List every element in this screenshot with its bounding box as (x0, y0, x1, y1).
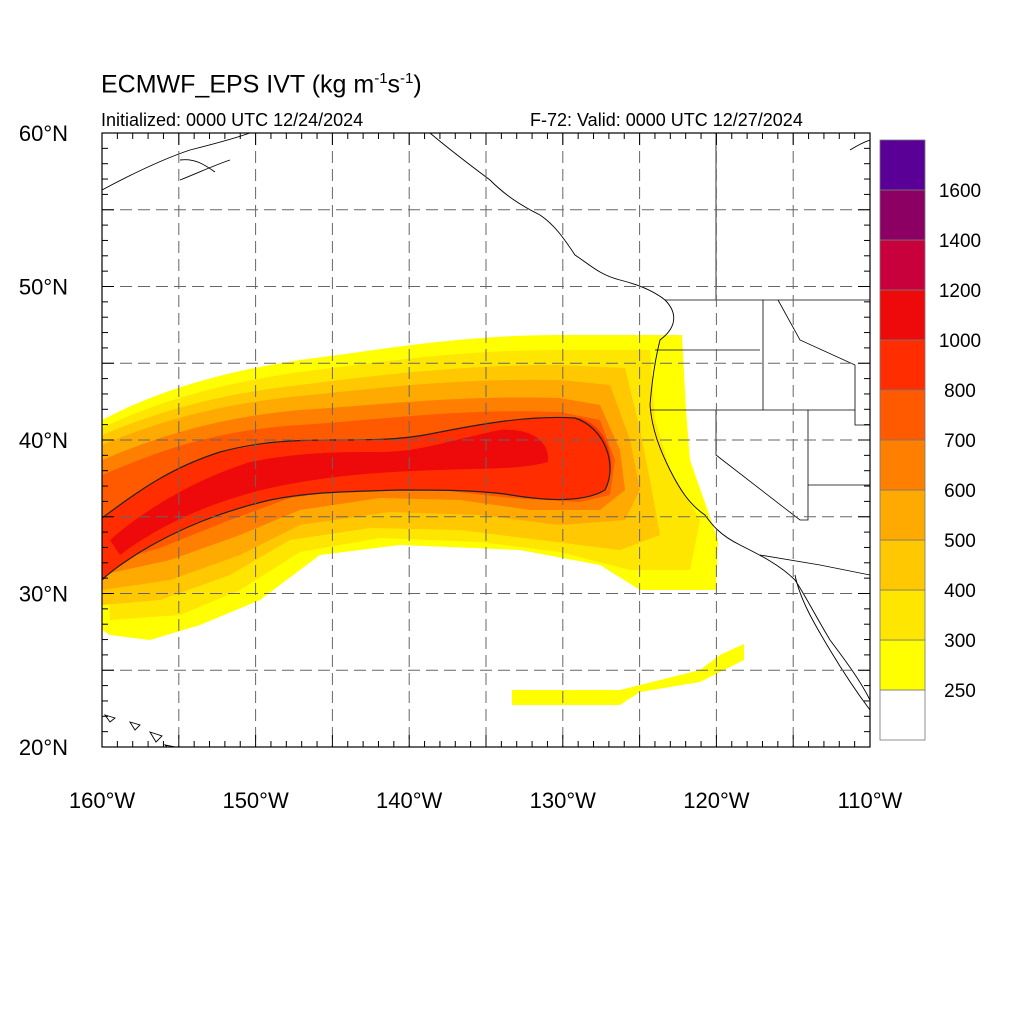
colorbar-label: 300 (944, 631, 976, 652)
colorbar-label: 500 (944, 531, 976, 552)
colorbar-label: 800 (944, 381, 976, 402)
title-sup2: -1 (400, 70, 414, 87)
colorbar-label: 1600 (939, 181, 981, 202)
colorbar-label: 1200 (939, 281, 981, 302)
lat-tick-label: 50°N (19, 275, 68, 300)
us-mexico-border (759, 554, 870, 576)
lat-tick-label: 60°N (19, 121, 68, 146)
north-america-coast (429, 133, 870, 701)
lon-tick-label: 150°W (222, 788, 289, 813)
lon-tick-label: 110°W (838, 788, 903, 813)
colorbar-swatch (879, 339, 926, 391)
lat-tick-label: 30°N (19, 582, 68, 607)
colorbar-swatch (879, 689, 926, 741)
colorbar-label: 1400 (939, 231, 981, 252)
hawaii-1 (103, 714, 116, 723)
map-grid (102, 133, 870, 747)
kodiak-island (179, 159, 216, 173)
colorbar-label: 250 (944, 681, 976, 702)
colorbar-swatch (879, 489, 926, 541)
hawaii-2 (128, 721, 141, 731)
title-mid: s (387, 70, 401, 99)
lat-tick-label: 20°N (19, 735, 68, 760)
title-sup1: -1 (374, 70, 388, 87)
chart-title: ECMWF_EPS IVT (kg m-1s-1) (101, 70, 422, 99)
colorbar-label: 400 (944, 581, 976, 602)
axis-ticks: 160°W 150°W 140°W 130°W 120°W 110°W 20°N 30°N 40… (19, 121, 903, 813)
colorbar-swatch (879, 389, 926, 441)
ivt-band-250-south (512, 644, 744, 705)
hawaii-3 (148, 731, 163, 743)
state-id-mt (777, 299, 870, 426)
lon-tick-label: 130°W (530, 788, 597, 813)
lon-tick-label: 120°W (683, 788, 750, 813)
title-model: ECMWF_EPS IVT (101, 70, 305, 99)
title-units-open: (kg m (311, 70, 375, 99)
colorbar-swatch (879, 239, 926, 291)
colorbar-label: 700 (944, 431, 976, 452)
coastlines (102, 133, 870, 747)
state-ca-nv (715, 410, 809, 521)
colorbar-label: 1000 (939, 331, 981, 352)
ivt-band-1000 (110, 429, 549, 555)
initialized-label: Initialized: 0000 UTC 12/24/2024 (101, 110, 364, 130)
northeast-coast-fragment (849, 139, 870, 151)
colorbar-swatch (879, 289, 926, 341)
colorbar-swatch (879, 189, 926, 241)
colorbar-swatch (879, 139, 926, 191)
colorbar-swatch (879, 589, 926, 641)
hawaii-4 (163, 744, 177, 747)
lon-tick-label: 140°W (376, 788, 443, 813)
colorbar-swatch (879, 639, 926, 691)
ivt-field (102, 335, 744, 705)
title-units-close: ) (413, 70, 422, 99)
colorbar-swatch (879, 439, 926, 491)
lon-tick-label: 160°W (69, 788, 136, 813)
colorbar-swatch (879, 539, 926, 591)
lat-tick-label: 40°N (19, 428, 68, 453)
colorbar: 250 300 400 500 600 700 800 1000 1200 1400 1600 (879, 139, 981, 741)
gulf-alaska (179, 159, 231, 181)
valid-label: F-72: Valid: 0000 UTC 12/27/2024 (530, 110, 803, 130)
colorbar-label: 600 (944, 481, 976, 502)
baja-peninsula (794, 574, 870, 711)
alaska-coast (102, 133, 251, 191)
